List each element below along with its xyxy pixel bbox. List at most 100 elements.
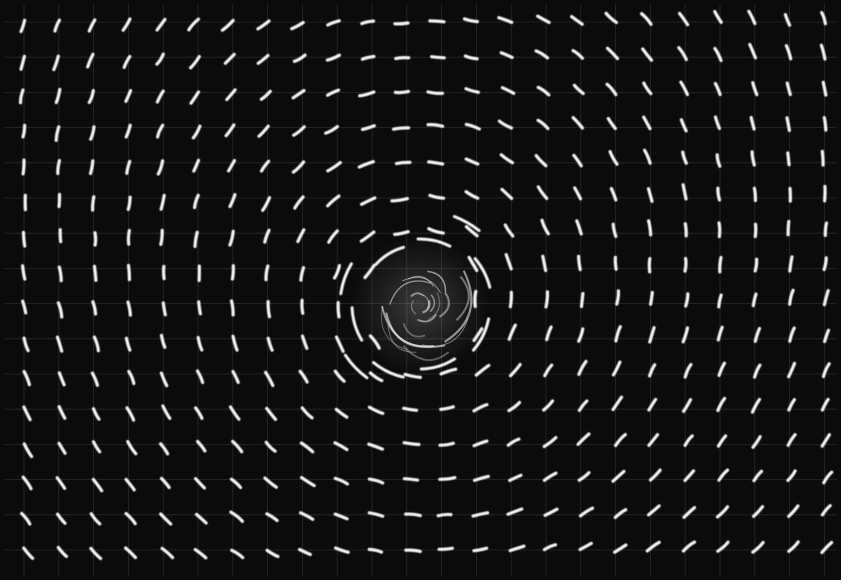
particle-streak — [125, 406, 136, 422]
particle-streak — [194, 477, 206, 490]
particle-streak — [647, 504, 661, 517]
particle-streak — [159, 442, 170, 456]
vortex-core-filament — [410, 299, 417, 315]
particle-streak — [228, 193, 237, 209]
particle-streak — [231, 369, 240, 384]
particle-streak — [428, 193, 446, 200]
particle-streak — [683, 222, 688, 238]
particle-streak — [821, 80, 828, 97]
particle-streak — [91, 300, 98, 316]
particle-streak — [86, 52, 95, 69]
particle-streak — [358, 90, 376, 98]
particle-streak — [499, 51, 514, 59]
particle-streak — [787, 361, 797, 379]
particle-streak — [21, 158, 26, 176]
particle-streak — [159, 476, 171, 490]
particle-streak — [437, 546, 454, 551]
particle-streak — [159, 333, 167, 349]
particle-streak — [438, 476, 457, 481]
particle-streak — [367, 547, 384, 554]
particle-streak — [53, 18, 61, 33]
particle-streak — [750, 150, 756, 167]
particle-streak — [748, 42, 757, 60]
particle-streak — [534, 154, 548, 168]
particle-streak — [614, 325, 622, 343]
particle-streak — [160, 546, 175, 560]
particle-streak — [261, 196, 272, 212]
particle-streak — [643, 148, 652, 165]
particle-streak — [716, 434, 728, 448]
particle-streak — [472, 439, 489, 448]
particle-streak — [578, 541, 593, 552]
particle-streak — [334, 335, 345, 353]
particle-streak — [155, 89, 165, 104]
particle-streak — [681, 183, 688, 201]
particle-streak — [52, 54, 60, 72]
particle-streak — [326, 88, 341, 97]
particle-streak — [404, 548, 422, 554]
particle-streak — [717, 221, 722, 239]
particle-streak — [263, 228, 271, 244]
vortex-core-filament — [421, 318, 469, 347]
particle-streak — [787, 540, 800, 553]
particle-streak — [751, 435, 762, 449]
particle-streak — [605, 46, 620, 61]
particle-streak — [122, 54, 132, 69]
particle-streak — [195, 369, 205, 385]
particle-streak — [54, 87, 62, 105]
particle-streak — [298, 369, 309, 384]
particle-streak — [55, 335, 64, 353]
particle-streak — [753, 363, 762, 379]
particle-streak — [125, 159, 132, 175]
particle-streak — [426, 123, 445, 128]
particle-streak — [300, 298, 305, 315]
particle-streak — [678, 11, 690, 27]
particle-streak — [298, 547, 312, 557]
particle-streak — [543, 363, 554, 378]
particle-streak — [464, 157, 480, 166]
vortex-streak — [452, 215, 481, 233]
particle-streak — [500, 86, 516, 95]
particle-streak — [367, 477, 385, 485]
particle-streak — [228, 405, 241, 421]
particle-streak — [462, 17, 479, 24]
particle-streak — [22, 336, 30, 353]
particle-streak — [293, 195, 305, 210]
particle-streak — [93, 231, 98, 247]
particle-streak — [820, 504, 832, 517]
particle-streak — [749, 115, 756, 131]
particle-streak — [231, 439, 244, 454]
particle-streak — [787, 504, 800, 518]
particle-streak — [439, 367, 458, 376]
particle-streak — [504, 253, 513, 271]
particle-streak — [683, 469, 696, 482]
particle-streak — [159, 193, 166, 211]
particle-streak — [642, 81, 653, 96]
particle-streak — [192, 158, 201, 173]
particle-streak — [156, 123, 165, 139]
particle-streak — [126, 300, 132, 317]
particle-streak — [577, 254, 582, 272]
particle-streak — [615, 289, 621, 306]
particle-streak — [126, 228, 131, 246]
particle-streak — [21, 230, 27, 248]
particle-streak — [326, 19, 341, 27]
particle-streak — [91, 407, 101, 421]
particle-streak — [718, 255, 723, 274]
particle-streak — [21, 264, 27, 281]
particle-streak — [394, 56, 411, 61]
particle-streak — [677, 46, 688, 62]
particle-streak — [542, 543, 558, 552]
particle-streak — [393, 230, 410, 236]
vortex-streak — [343, 353, 369, 380]
particle-streak — [197, 300, 202, 316]
particle-streak — [227, 158, 237, 173]
particle-streak — [156, 159, 165, 176]
particle-streak — [367, 442, 384, 451]
particle-streak — [752, 469, 764, 483]
particle-streak — [19, 54, 26, 71]
particle-streak — [716, 186, 722, 202]
particle-streak — [194, 406, 204, 420]
particle-streak — [228, 229, 235, 247]
particle-streak — [713, 46, 723, 63]
